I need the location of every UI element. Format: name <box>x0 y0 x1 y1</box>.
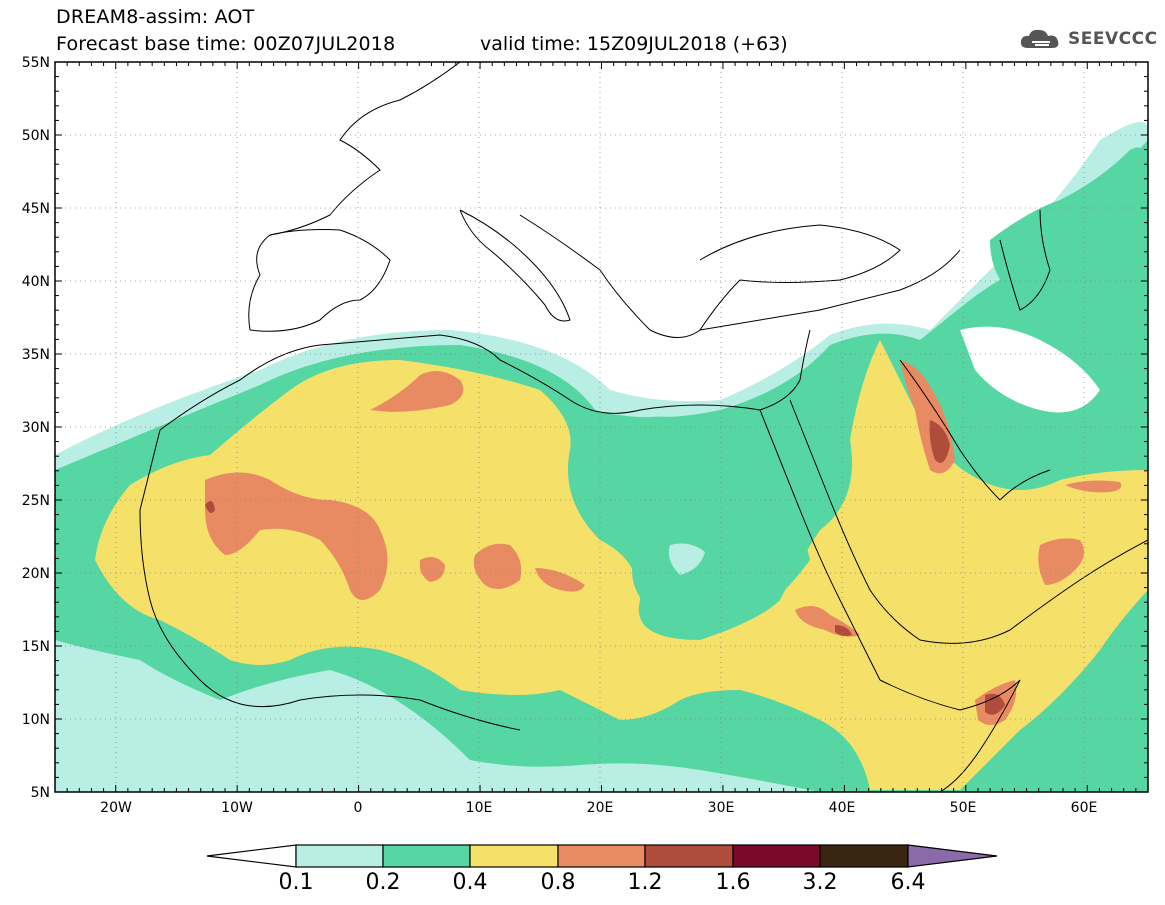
lat-label: 25N <box>22 493 50 509</box>
coast-horn <box>879 679 1021 792</box>
lon-label: 40E <box>829 800 856 816</box>
aot-core-algeria <box>370 371 464 412</box>
colorbar-label: 3.2 <box>802 870 838 895</box>
forecast-base-time: Forecast base time: 00Z07JUL2018 <box>56 33 396 55</box>
aot-core-chad <box>535 568 585 592</box>
aot-core-dark-3 <box>835 625 852 636</box>
lon-label: 10W <box>221 800 253 816</box>
lat-label: 35N <box>22 347 50 363</box>
lat-label: 50N <box>22 128 50 144</box>
colorbar-bin <box>557 844 646 868</box>
colorbar-label: 0.4 <box>452 870 488 895</box>
coast-red-sea-east <box>789 399 921 641</box>
colorbar-under-arrow <box>206 844 297 868</box>
colorbar-bin <box>732 844 821 868</box>
graticule <box>55 62 1148 792</box>
lat-label: 55N <box>22 55 50 71</box>
logo-text: SEEVCCC <box>1068 29 1158 49</box>
lon-label: 20E <box>587 800 614 816</box>
coast-levant <box>799 329 811 381</box>
lon-label: 10E <box>466 800 493 816</box>
coast-west-africa <box>139 429 521 731</box>
lat-label: 45N <box>22 201 50 217</box>
aot-core-dark-1 <box>929 420 950 463</box>
aot-core-dark-4 <box>205 501 215 514</box>
aot-clear-1 <box>960 326 1100 413</box>
coast-iberia <box>249 229 391 332</box>
aot-core-niger <box>419 556 445 582</box>
lat-label: 5N <box>31 785 50 801</box>
axis-ticks <box>54 61 1149 793</box>
map-title: DREAM8-assim: AOT <box>56 6 255 28</box>
lat-labels: 55N 50N 45N 40N 35N 30N 25N 20N 15N 10N … <box>22 55 50 801</box>
coastlines <box>139 62 1148 792</box>
colorbar-label: 0.1 <box>278 870 314 895</box>
cloud-icon <box>1020 29 1059 48</box>
aot-field <box>55 122 1148 792</box>
lon-label: 50E <box>950 800 977 816</box>
coast-caspian <box>999 209 1051 311</box>
aot-clear-2 <box>668 543 705 575</box>
coast-arabia <box>919 539 1148 644</box>
lon-label: 0 <box>354 800 363 816</box>
coast-turkey <box>699 249 961 331</box>
lon-labels: 20W 10W 0 10E 20E 30E 40E 50E 60E <box>100 800 1097 816</box>
colorbar-bin <box>644 844 734 868</box>
aot-core-east <box>1065 480 1122 493</box>
coast-north-africa <box>159 334 801 431</box>
seevccc-logo: SEEVCCC <box>1018 26 1158 52</box>
coast-gulf <box>899 359 1051 501</box>
coast-europe <box>248 62 461 331</box>
colorbar-bin <box>382 844 471 868</box>
lat-label: 10N <box>22 712 50 728</box>
aot-core-dark-2 <box>985 693 1005 715</box>
colorbar-label: 0.2 <box>365 870 401 895</box>
colorbar-over-arrow <box>907 844 998 868</box>
aot-core-mauritania <box>205 472 388 600</box>
colorbar-bin <box>469 844 559 868</box>
lon-label: 20W <box>100 800 132 816</box>
colorbar-label: 1.6 <box>715 870 751 895</box>
lon-label: 60E <box>1071 800 1098 816</box>
colorbar-label: 1.2 <box>627 870 663 895</box>
lat-label: 20N <box>22 566 50 582</box>
colorbar-bin <box>295 844 384 868</box>
lon-label: 30E <box>708 800 735 816</box>
aot-band-0.2-egypt <box>590 416 810 615</box>
lat-label: 30N <box>22 420 50 436</box>
coast-balkans <box>519 214 741 338</box>
aot-core-mali <box>473 543 522 589</box>
valid-time: valid time: 15Z09JUL2018 (+63) <box>480 33 788 55</box>
colorbar-bin <box>819 844 909 868</box>
aot-core-oman <box>1038 538 1084 585</box>
aot-band-0.2-north <box>990 147 1148 305</box>
coast-blacksea <box>699 224 901 283</box>
coast-red-sea-west <box>759 409 881 681</box>
colorbar-label: 6.4 <box>890 870 926 895</box>
colorbar-label: 0.8 <box>540 870 576 895</box>
colorbar <box>206 844 998 868</box>
lat-label: 40N <box>22 274 50 290</box>
lat-label: 15N <box>22 639 50 655</box>
coast-italy <box>459 209 571 322</box>
